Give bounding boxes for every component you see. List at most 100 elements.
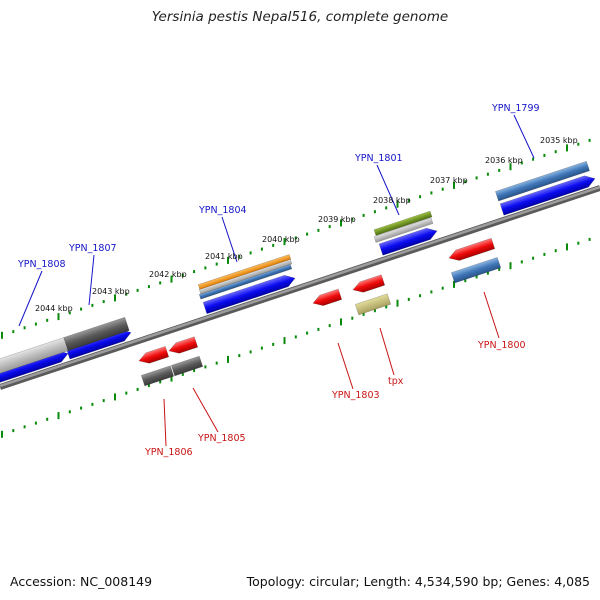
reverse-track-tick (272, 342, 275, 346)
tick-label-2044: 2044 kbp (35, 304, 73, 313)
tick-label-2035: 2035 kbp (540, 136, 578, 145)
gene-ypn-1801-olive[interactable] (373, 210, 433, 236)
forward-track-tick (430, 191, 433, 195)
forward-track-tick (23, 326, 26, 330)
forward-track-tick (554, 150, 557, 154)
gene-ypn-1801-olive-shape (373, 210, 433, 236)
reverse-track-tick (577, 241, 580, 245)
reverse-track-tick (306, 331, 309, 335)
cds-ypn-1805-shape (168, 336, 199, 354)
forward-track-tick (125, 292, 128, 296)
reverse-track-tick (283, 337, 286, 345)
forward-track-tick (306, 232, 309, 236)
forward-track-tick (328, 225, 331, 229)
forward-track-tick (464, 180, 467, 184)
tick-label-2042: 2042 kbp (149, 270, 187, 279)
forward-track-tick (238, 255, 241, 259)
cds-ypn-1799[interactable] (499, 173, 597, 216)
cds-tpx[interactable] (351, 274, 386, 295)
reverse-track-tick (46, 417, 49, 421)
gene-ypn-1807[interactable] (63, 316, 130, 352)
reverse-track-tick (181, 372, 184, 376)
cds-ypn-1801[interactable] (378, 225, 439, 256)
forward-track-tick (577, 142, 580, 146)
reverse-track-tick (351, 316, 354, 320)
gene-label-ypn-1804[interactable]: YPN_1804 (198, 205, 247, 216)
forward-track-tick (373, 210, 376, 214)
reverse-track-tick (238, 354, 241, 358)
cds-ypn-1805[interactable] (167, 336, 199, 356)
gene-ypn-1808-shape (0, 337, 69, 375)
gene-ypn-1800[interactable] (450, 256, 502, 284)
reverse-track-tick (475, 275, 478, 279)
gene-ypn-1804-orange[interactable] (197, 254, 292, 290)
gene-ypn-1804-orange-shape (197, 254, 292, 290)
leader-ypn-1801 (376, 164, 400, 216)
map-title: Yersinia pestis Nepal516, complete genom… (151, 9, 449, 25)
cds-ypn-1803[interactable] (311, 288, 343, 308)
forward-track-tick (532, 157, 535, 161)
cds-ypn-1800[interactable] (447, 237, 496, 263)
reverse-track-tick (396, 299, 399, 307)
forward-track-tick (91, 303, 94, 307)
forward-tick-track (1, 138, 591, 339)
gene-tpx[interactable] (354, 293, 392, 316)
cds-ypn-1800-shape (448, 237, 496, 261)
gene-label-tpx[interactable]: tpx (388, 376, 404, 387)
leader-ypn-1799 (513, 114, 535, 159)
reverse-track-tick (373, 309, 376, 313)
reverse-track-tick (1, 430, 3, 438)
gene-ypn-1808[interactable] (0, 337, 69, 375)
reverse-track-tick (114, 393, 116, 401)
forward-track-tick (566, 144, 568, 152)
forward-track-tick (249, 251, 252, 255)
forward-track-tick (12, 330, 15, 334)
forward-track-tick (215, 262, 218, 266)
gene-label-ypn-1803[interactable]: YPN_1803 (331, 390, 380, 401)
cds-ypn-1804[interactable] (202, 272, 297, 315)
gene-ypn-1801-light-shape (373, 217, 434, 243)
reverse-track-tick (328, 324, 331, 328)
gene-ypn-1801-light[interactable] (373, 217, 434, 243)
forward-track-tick (486, 172, 489, 176)
accession-text: Accession: NC_008149 (10, 574, 153, 589)
reverse-track-tick (498, 267, 501, 271)
forward-track-tick (317, 228, 320, 232)
gene-ypn-1806[interactable] (140, 365, 175, 387)
reverse-track-tick (464, 279, 467, 283)
forward-track-tick (136, 288, 139, 292)
gene-ypn-1799-steel[interactable] (495, 160, 590, 202)
cds-tpx-shape (352, 274, 386, 293)
gene-label-ypn-1800[interactable]: YPN_1800 (477, 340, 526, 351)
forward-track-tick (193, 270, 196, 274)
forward-track-tick (68, 311, 71, 315)
leader-ypn-1804 (221, 216, 238, 263)
reverse-track-tick (385, 305, 388, 309)
forward-track-tick (498, 168, 501, 172)
gene-ypn-1805[interactable] (170, 355, 204, 377)
reverse-track-tick (193, 369, 196, 373)
gene-label-ypn-1799[interactable]: YPN_1799 (491, 103, 540, 114)
gene-label-ypn-1807[interactable]: YPN_1807 (68, 243, 117, 254)
tick-label-2040: 2040 kbp (262, 235, 300, 244)
reverse-track-tick (430, 290, 433, 294)
gene-ypn-1800-shape (450, 256, 502, 284)
reverse-track-tick (80, 406, 83, 410)
leader-ypn-1806 (163, 398, 167, 447)
forward-track-tick (453, 181, 455, 189)
cds-ypn-1801-shape (378, 227, 438, 256)
gene-label-ypn-1805[interactable]: YPN_1805 (197, 433, 246, 444)
reverse-tick-track (1, 237, 591, 438)
reverse-track-tick (170, 374, 173, 382)
gene-label-ypn-1801[interactable]: YPN_1801 (354, 153, 403, 164)
gene-label-ypn-1806[interactable]: YPN_1806 (144, 447, 193, 458)
cds-ypn-1806[interactable] (137, 346, 170, 366)
reverse-track-tick (136, 387, 139, 391)
reverse-track-tick (317, 327, 320, 331)
gene-ypn-1805-shape (170, 355, 204, 377)
forward-track-tick (34, 322, 37, 326)
forward-track-tick (147, 285, 150, 289)
cds-ypn-1799-shape (499, 175, 596, 216)
gene-label-ypn-1808[interactable]: YPN_1808 (17, 259, 66, 270)
reverse-track-tick (227, 355, 229, 363)
